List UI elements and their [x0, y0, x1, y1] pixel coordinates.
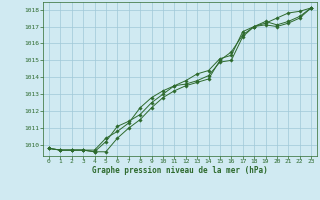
X-axis label: Graphe pression niveau de la mer (hPa): Graphe pression niveau de la mer (hPa)	[92, 166, 268, 175]
